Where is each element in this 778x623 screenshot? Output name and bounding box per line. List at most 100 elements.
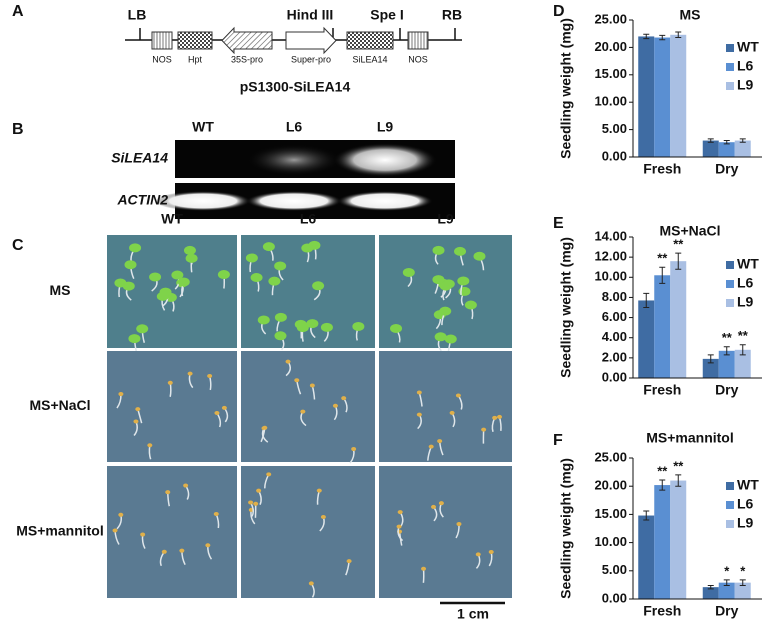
seedling-head — [320, 514, 326, 519]
gel-band — [246, 144, 342, 176]
seedling-head — [294, 378, 300, 383]
seedling-head — [488, 549, 494, 554]
seedling-head — [187, 371, 193, 376]
seedling-head — [135, 407, 141, 412]
seedling-head — [309, 383, 315, 388]
vector-element — [346, 31, 394, 50]
gel-band — [337, 191, 433, 211]
seedling-photos: WT L6 L9 MS MS+NaCl MS+mannitol — [16, 211, 512, 598]
legend-swatch — [726, 299, 734, 307]
bar — [670, 261, 687, 378]
element-label: Super-pro — [291, 54, 331, 64]
seedling-head — [147, 443, 153, 448]
seedling-head — [179, 548, 185, 553]
seedling-leaf — [444, 334, 457, 344]
seedling-leaf — [464, 300, 477, 310]
lane-label: L6 — [286, 119, 303, 135]
seedling-head — [475, 552, 481, 557]
bar — [638, 36, 655, 157]
error-bar — [659, 479, 666, 491]
seedling-leaf — [177, 277, 190, 287]
seedling-head — [221, 405, 227, 410]
seedling-leaf — [136, 324, 149, 334]
seedling-head — [214, 410, 220, 415]
legend-label: L9 — [737, 515, 754, 531]
y-tick-label: 20.00 — [594, 39, 627, 54]
bar — [702, 358, 719, 378]
legend-swatch — [726, 482, 734, 490]
seedling-leaf — [296, 323, 309, 333]
bar — [702, 587, 719, 599]
seedling-head — [262, 425, 268, 430]
seedling-leaf — [312, 281, 325, 291]
seedling-leaf — [128, 334, 141, 344]
seedling-leaf — [114, 278, 127, 288]
seedling-leaf — [439, 306, 452, 316]
seedling-leaf — [274, 312, 287, 322]
bar — [654, 485, 671, 599]
vector-element — [177, 31, 213, 50]
seedling-leaf — [185, 253, 198, 263]
legend-label: WT — [737, 256, 759, 272]
x-tick-label: Dry — [715, 161, 739, 177]
seedling-leaf — [217, 270, 230, 280]
legend-swatch — [726, 280, 734, 288]
error-bar — [723, 346, 730, 356]
bar — [654, 37, 671, 158]
seedling-root — [169, 382, 172, 397]
legend-label: WT — [737, 477, 759, 493]
seedling-leaf — [171, 270, 184, 280]
significance: ** — [657, 251, 668, 266]
element-label: NOS — [152, 54, 172, 64]
legend-swatch — [726, 261, 734, 269]
y-tick-label: 2.00 — [602, 349, 627, 364]
seedling-head — [346, 559, 352, 564]
seedling-head — [455, 393, 461, 398]
bar — [734, 582, 751, 599]
y-tick-label: 0.00 — [602, 590, 627, 605]
error-bar — [675, 474, 682, 487]
legend-label: L6 — [737, 275, 754, 291]
seedling-leaf — [439, 281, 452, 291]
significance: ** — [673, 458, 684, 473]
seedling-head — [161, 549, 167, 554]
seedling-leaf — [274, 261, 287, 271]
significance: * — [724, 563, 730, 578]
vector-caption: pS1300-SiLEA14 — [240, 79, 351, 95]
y-axis-label: Seedling weight (mg) — [558, 237, 574, 378]
y-tick-label: 6.00 — [602, 309, 627, 324]
seedling-head — [300, 409, 306, 414]
error-bar — [707, 584, 714, 590]
x-tick-label: Dry — [715, 382, 739, 398]
site-label: Spe I — [370, 7, 403, 23]
lane-label: L9 — [377, 119, 394, 135]
seedling-head — [428, 444, 434, 449]
error-bar — [707, 138, 714, 143]
bar — [638, 515, 655, 599]
panel-label: A — [12, 3, 24, 20]
seedling-head — [118, 512, 124, 517]
site-label: RB — [442, 7, 462, 23]
seedling-leaf — [250, 272, 263, 282]
y-axis-label: Seedling weight (mg) — [558, 18, 574, 159]
gene-label: SiLEA14 — [111, 150, 168, 166]
legend-swatch — [726, 44, 734, 52]
y-tick-label: 0.00 — [602, 148, 627, 163]
error-bar — [659, 266, 666, 284]
error-bar — [643, 33, 650, 40]
element-label: Hpt — [188, 54, 203, 64]
element-label: 35S-pro — [231, 54, 263, 64]
seedling-leaf — [183, 245, 196, 255]
seedling-leaf — [274, 331, 287, 341]
scale-bar-label: 1 cm — [457, 606, 489, 622]
element-label: SiLEA14 — [352, 54, 387, 64]
vector-element — [407, 31, 429, 50]
seedling-head — [207, 373, 213, 378]
seedling-leaf — [129, 243, 142, 253]
chart-title: MS+mannitol — [646, 430, 734, 446]
bar — [654, 275, 671, 378]
lane-label: WT — [192, 119, 214, 135]
seedling-head — [308, 581, 314, 586]
seedling-leaf — [156, 291, 169, 301]
charts: D MS Seedling weight (mg) 0.00 5.00 10.00 15.0… — [553, 3, 762, 619]
